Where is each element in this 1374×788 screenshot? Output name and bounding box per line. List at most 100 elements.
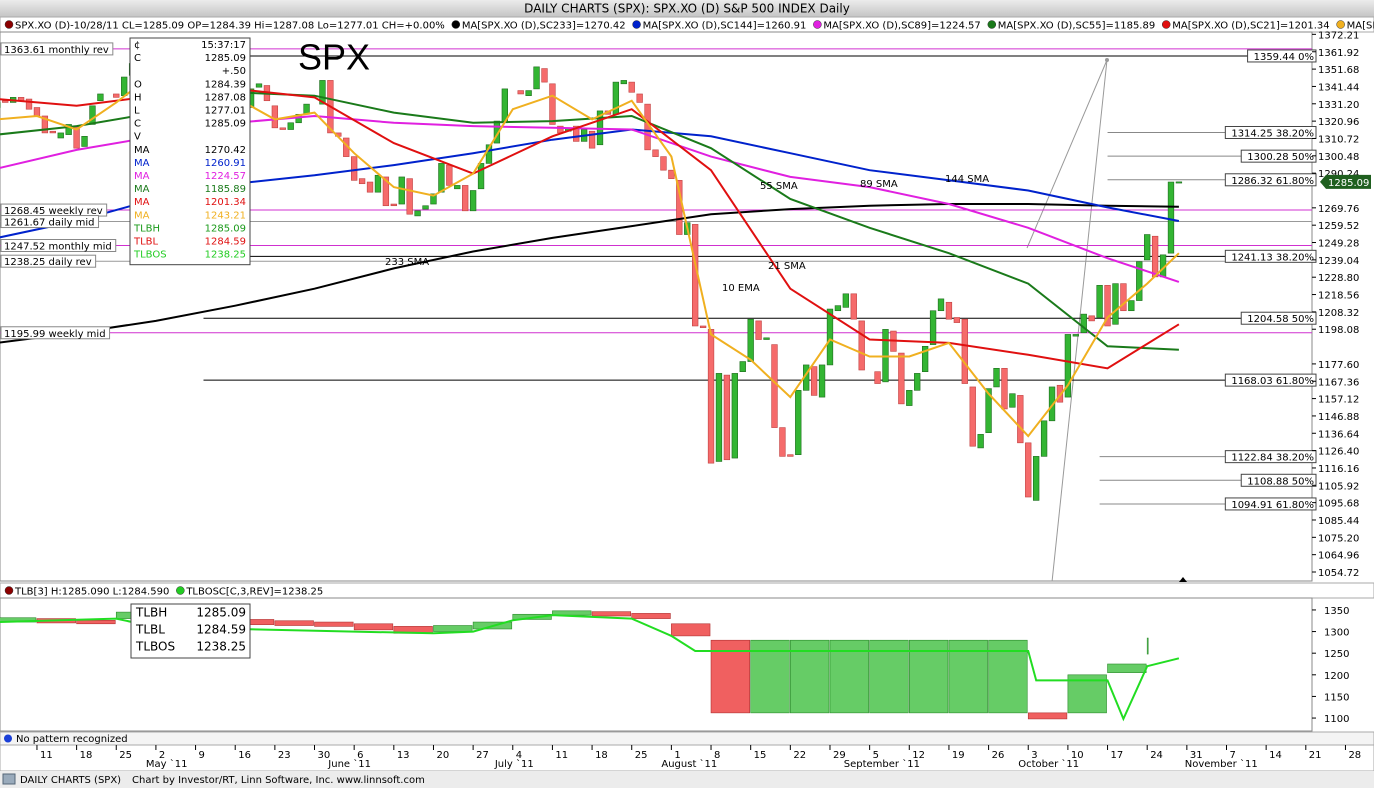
y-tick-label: 1177.60	[1318, 360, 1359, 371]
candle-body	[1064, 334, 1072, 398]
legend-dot	[632, 20, 641, 29]
x-tick-label: 22	[793, 750, 806, 761]
pivot-label-box	[0, 42, 114, 56]
tlb-brick	[988, 639, 1028, 714]
candle-body	[588, 130, 596, 149]
y-tick-label: 1228.80	[1318, 273, 1359, 284]
candle-body	[1136, 261, 1143, 301]
info-label: TLBL	[133, 237, 159, 248]
pivot-label-box	[0, 239, 117, 253]
footer-right: Chart by Investor/RT, Linn Software, Inc…	[132, 775, 425, 786]
info-label: MA	[134, 171, 150, 182]
candle-body	[787, 454, 794, 457]
x-tick-label: 15	[754, 750, 767, 761]
y-tick-label: 1218.56	[1318, 291, 1359, 302]
x-tick-label: 10	[1071, 750, 1084, 761]
candle-body	[747, 318, 754, 362]
pivot-label: 1247.52 monthly mid	[4, 242, 112, 253]
y-tick-label: 1250	[1324, 649, 1349, 660]
tlb-brick	[1027, 712, 1068, 720]
info-label: TLBH	[135, 606, 167, 620]
y-tick-label: 1208.32	[1318, 308, 1359, 319]
ma-label: 55 SMA	[760, 181, 798, 192]
candle-body	[477, 163, 485, 190]
y-tick-label: 1105.92	[1318, 481, 1359, 492]
candle-body	[898, 352, 905, 405]
info-value: +.50	[222, 66, 246, 77]
price-plot	[0, 46, 1312, 505]
ma-label: 89 SMA	[860, 179, 898, 190]
y-tick-label: 1198.08	[1318, 325, 1359, 336]
y-tick-label: 1200	[1324, 671, 1349, 682]
fib-label-box	[1224, 249, 1317, 263]
tlb-brick	[433, 625, 473, 632]
info-value: 1243.21	[205, 210, 246, 221]
candle-body	[763, 337, 770, 340]
candle-body	[731, 373, 738, 459]
legend-dot	[987, 20, 997, 29]
candle-body	[382, 176, 390, 207]
candle-body	[366, 181, 374, 193]
candle-body	[636, 93, 643, 103]
legend-entry: MA[SPX.XO (D),SC55]=1185.89	[998, 21, 1155, 32]
candle-body	[818, 364, 826, 398]
tlb-brick	[353, 623, 394, 631]
candle-body	[699, 325, 707, 328]
candle-body	[255, 83, 263, 88]
month-label: August `11	[661, 758, 717, 770]
tlb-brick	[869, 639, 909, 714]
month-label: May `11	[146, 758, 188, 770]
candle-body	[715, 373, 723, 462]
symbol-label: SPX	[298, 37, 370, 78]
footer-left: DAILY CHARTS (SPX)	[20, 775, 121, 786]
info-label: MA	[134, 145, 150, 156]
x-tick-label: 2	[159, 750, 165, 761]
candle-body	[977, 434, 984, 449]
fib-label: 1122.84 38.20%	[1231, 453, 1314, 464]
y-tick-label: 1126.40	[1318, 447, 1359, 458]
title-bar	[0, 0, 1374, 17]
candle-body	[1017, 395, 1024, 444]
tlb-brick	[750, 639, 790, 714]
legend-dot	[176, 586, 185, 595]
y-tick-label: 1361.92	[1318, 48, 1359, 59]
x-tick-label: 27	[476, 750, 489, 761]
candle-body	[937, 298, 945, 312]
candle-body	[41, 115, 49, 134]
candle-body	[953, 317, 961, 323]
candle-body	[1104, 285, 1111, 327]
info-value: 1285.09	[205, 223, 246, 234]
candle-body	[834, 305, 842, 312]
candle-body	[446, 164, 453, 186]
tlb-brick	[829, 639, 869, 714]
candle-body	[929, 310, 937, 345]
legend-dot	[4, 20, 14, 29]
candle-body	[49, 130, 56, 134]
y-tick-label: 1269.76	[1318, 204, 1359, 215]
candle-body	[33, 107, 41, 117]
fib-label-box	[1224, 497, 1317, 511]
tlb-brick	[790, 639, 830, 714]
candle-body	[1025, 442, 1032, 498]
fib-label: 1168.03 61.80%	[1231, 376, 1314, 387]
y-tick-label: 1146.88	[1318, 412, 1359, 423]
x-tick-label: 11	[555, 750, 568, 761]
candle-body	[993, 368, 1000, 388]
x-tick-label: 30	[318, 750, 331, 761]
candle-body	[1112, 283, 1119, 325]
candle-body	[1088, 315, 1095, 322]
candle-body	[1175, 181, 1183, 184]
candle-body	[739, 361, 746, 372]
x-tick-label: 13	[397, 750, 410, 761]
fib-label-box	[1224, 125, 1317, 139]
y-tick-label: 1341.44	[1318, 82, 1359, 93]
candle-body	[945, 301, 953, 320]
y-tick-label: 1320.96	[1318, 117, 1359, 128]
pivot-label: 1195.99 weekly mid	[4, 329, 106, 340]
candle-body	[65, 124, 72, 135]
x-tick-label: 25	[635, 750, 648, 761]
candle-body	[628, 81, 635, 93]
candle-body	[279, 127, 286, 130]
x-tick-label: 17	[1111, 750, 1124, 761]
candle-body	[755, 320, 762, 340]
